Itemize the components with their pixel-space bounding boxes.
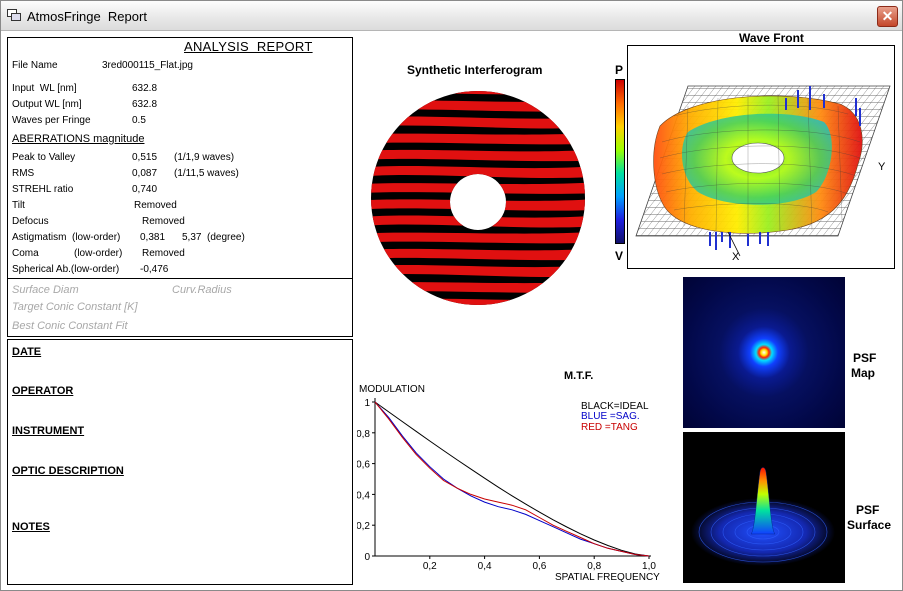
- waves-value: 0.5: [132, 115, 146, 126]
- window-title: AtmosFringe Report: [27, 9, 147, 24]
- coma-value: Removed: [142, 248, 185, 259]
- best-conic-label: Best Conic Constant Fit: [12, 320, 128, 332]
- close-icon: ✕: [881, 8, 894, 24]
- input-wl-label: Input WL [nm]: [12, 83, 77, 94]
- rms-label: RMS: [12, 168, 35, 179]
- mtf-y-tick-label: 0,6: [357, 460, 370, 471]
- mtf-x-axis-label: SPATIAL FREQUENCY: [555, 572, 660, 583]
- divider: [8, 278, 352, 279]
- psf-map-image: [683, 277, 845, 428]
- wavefront-spikes: [709, 86, 861, 250]
- fringe-band: [371, 91, 586, 95]
- spherical-label: Spherical Ab.(low-order): [12, 264, 120, 275]
- surface-diam-label: Surface Diam: [12, 284, 79, 296]
- rms-value: 0,087: [132, 168, 158, 179]
- date-heading: DATE: [12, 346, 42, 358]
- mtf-y-axis-label: MODULATION: [359, 384, 425, 395]
- mtf-y-tick-label: 0: [364, 552, 370, 563]
- mtf-plot-area: 0 0,2 0,4 0,6 0,8 1 0,2 0,4 0,6 0,8 1,0: [357, 398, 656, 572]
- mtf-legend-sag: BLUE =SAG.: [581, 411, 640, 422]
- strehl-value: 0,740: [132, 184, 158, 195]
- file-name-value: 3red000115_Flat.jpg: [102, 60, 193, 71]
- tilt-value: Removed: [134, 200, 177, 211]
- mtf-x-tick-label: 0,2: [423, 561, 437, 572]
- file-name-label: File Name: [12, 60, 58, 71]
- mtf-legend-tang: RED =TANG: [581, 422, 638, 433]
- fringe-band: [371, 116, 586, 129]
- psf-map-label-1: PSF: [853, 351, 877, 365]
- wavefront-hole: [731, 142, 785, 174]
- fringe-band: [371, 182, 586, 194]
- psf-surface-label-1: PSF: [856, 503, 880, 517]
- fringe-band: [371, 297, 586, 305]
- output-wl-label: Output WL [nm]: [12, 99, 82, 110]
- fringe-band: [371, 132, 586, 145]
- colorbar-bottom-label: V: [615, 249, 624, 263]
- fringe-band: [371, 231, 586, 244]
- optic-description-heading: OPTIC DESCRIPTION: [12, 465, 124, 477]
- report-title: ANALYSIS REPORT: [184, 39, 313, 54]
- mtf-y-tick-label: 0,4: [357, 490, 370, 501]
- mtf-legend-ideal: BLACK=IDEAL: [581, 401, 649, 412]
- psf-map-label-2: Map: [851, 366, 875, 380]
- spherical-value: -0,476: [140, 264, 169, 275]
- wavefront-plot: X Y: [627, 45, 895, 269]
- psf-surface-peak: [750, 467, 776, 535]
- input-wl-value: 632.8: [132, 83, 158, 94]
- mtf-chart: M.T.F. MODULATION SPATIAL FREQUENCY 0 0,2…: [357, 370, 660, 583]
- notes-heading: NOTES: [12, 521, 50, 533]
- psf-surface-image: [683, 432, 845, 583]
- psf-surface-label-2: Surface: [847, 518, 892, 532]
- mtf-y-tick-label: 1: [364, 398, 370, 409]
- mtf-series-tang: [374, 401, 650, 557]
- operator-heading: OPERATOR: [12, 385, 74, 397]
- interferogram-title: Synthetic Interferogram: [407, 63, 543, 77]
- mtf-series-ideal: [374, 401, 650, 557]
- colorbar-top-label: P: [615, 63, 624, 77]
- color-scale-bar: [615, 79, 625, 244]
- mtf-x-tick-label: 0,8: [587, 561, 601, 572]
- defocus-label: Defocus: [12, 216, 49, 227]
- fringe-band: [371, 248, 586, 261]
- info-panel: DATE OPERATOR INSTRUMENT OPTIC DESCRIPTI…: [7, 339, 353, 585]
- mtf-x-tick-label: 0,4: [478, 561, 492, 572]
- fringe-band: [371, 99, 586, 112]
- analysis-report-panel: ANALYSIS REPORT File Name 3red000115_Fla…: [7, 37, 353, 337]
- coma-label: Coma: [12, 248, 39, 259]
- wavefront-title: Wave Front: [739, 31, 804, 45]
- aberrations-heading: ABERRATIONS magnitude: [12, 133, 145, 145]
- rms-waves: (1/11,5 waves): [174, 168, 239, 179]
- fringe-band: [371, 149, 586, 162]
- fringe-band: [371, 165, 586, 178]
- mtf-y-tick-label: 0,2: [357, 521, 370, 532]
- curv-radius-label: Curv.Radius: [172, 284, 232, 296]
- target-conic-label: Target Conic Constant [K]: [12, 301, 138, 313]
- synthetic-interferogram: [371, 91, 586, 305]
- app-icon: [7, 9, 21, 21]
- astig-label: Astigmatism (low-order): [12, 232, 121, 243]
- mtf-y-tick-label: 0,8: [357, 429, 370, 440]
- wavefront-y-label: Y: [878, 161, 886, 173]
- close-button[interactable]: ✕: [877, 6, 898, 27]
- wavefront-x-label: X: [732, 251, 740, 263]
- strehl-label: STREHL ratio: [12, 184, 74, 195]
- output-wl-value: 632.8: [132, 99, 158, 110]
- ptv-value: 0,515: [132, 152, 158, 163]
- instrument-heading: INSTRUMENT: [12, 425, 85, 437]
- title-bar: AtmosFringe Report ✕: [1, 1, 902, 31]
- coma-order: (low-order): [74, 248, 123, 259]
- tilt-label: Tilt: [12, 200, 25, 211]
- defocus-value: Removed: [142, 216, 185, 227]
- ptv-label: Peak to Valley: [12, 152, 76, 163]
- mtf-title: M.T.F.: [564, 370, 593, 382]
- astig-value: 0,381: [140, 232, 166, 243]
- mtf-x-tick-label: 0,6: [532, 561, 546, 572]
- fringe-band: [371, 264, 586, 277]
- ptv-waves: (1/1,9 waves): [174, 152, 235, 163]
- mtf-x-tick-label: 1,0: [642, 561, 656, 572]
- astig-degree: 5,37 (degree): [182, 232, 245, 243]
- waves-label: Waves per Fringe: [12, 115, 91, 126]
